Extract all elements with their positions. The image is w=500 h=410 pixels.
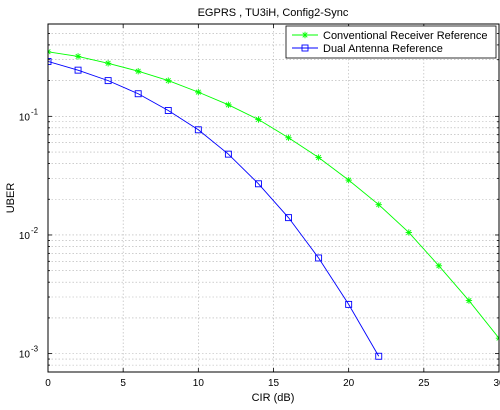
data-point — [225, 101, 232, 109]
y-tick-label: 10-2 — [19, 226, 39, 242]
x-tick-label: 5 — [120, 378, 126, 389]
data-point — [495, 334, 499, 342]
y-tick-label: 10-1 — [19, 107, 39, 123]
data-point — [375, 352, 383, 360]
y-tick-label: 10-3 — [19, 345, 39, 361]
x-tick-label: 25 — [418, 378, 430, 389]
data-point — [465, 297, 473, 304]
x-tick-label: 10 — [193, 378, 205, 389]
x-tick-label: 20 — [343, 378, 355, 389]
data-point — [194, 126, 202, 134]
data-point — [48, 48, 52, 55]
plot-background — [48, 24, 499, 372]
tick-labels: 05101520253010-310-210-1 — [19, 107, 500, 389]
data-point — [104, 77, 112, 85]
marker-stroke — [135, 68, 141, 74]
x-axis-title: CIR (dB) — [252, 392, 295, 404]
chart-title: EGPRS , TU3iH, Config2-Sync — [198, 7, 349, 19]
y-tick-label-exponent: -3 — [31, 345, 39, 354]
marker-stroke — [105, 60, 111, 66]
series-2 — [48, 58, 383, 360]
data-point — [48, 58, 52, 65]
legend-label: Dual Antenna Reference — [323, 43, 443, 55]
x-tick-label: 0 — [45, 378, 51, 389]
marker-stroke — [406, 229, 412, 236]
series-line — [48, 51, 499, 339]
marker-stroke — [376, 202, 382, 208]
marker-stroke — [165, 77, 171, 84]
data-point — [375, 201, 382, 208]
data-point — [255, 116, 262, 123]
data-point — [405, 229, 412, 236]
marker-stroke — [48, 51, 51, 55]
legend-box — [285, 25, 497, 59]
data-point — [285, 214, 292, 222]
series-line — [48, 61, 380, 357]
marker-stroke — [195, 89, 201, 95]
data-point — [165, 77, 172, 84]
marker-stroke — [466, 297, 472, 304]
data-point — [74, 53, 82, 60]
y-tick-label-base: 10 — [19, 231, 31, 242]
marker-stroke — [225, 102, 232, 108]
legend-square-marker — [301, 44, 309, 52]
legend-asterisk-marker — [301, 31, 309, 39]
marker-stroke — [302, 32, 308, 38]
y-tick-label-exponent: -1 — [31, 107, 39, 116]
y-tick-label-exponent: -2 — [31, 226, 39, 235]
series-1 — [48, 48, 499, 342]
data-point — [135, 68, 142, 75]
legend-label: Conventional Receiver Reference — [323, 30, 487, 42]
marker-stroke — [285, 135, 292, 141]
data-point — [255, 180, 262, 188]
data-point — [224, 150, 232, 158]
series-layer — [48, 48, 499, 360]
marker-stroke — [75, 53, 81, 60]
y-axis-title: UBER — [5, 183, 17, 214]
y-tick-label-base: 10 — [19, 112, 31, 123]
data-point — [134, 90, 142, 98]
marker-stroke — [436, 263, 442, 269]
data-point — [285, 134, 292, 141]
data-point — [345, 300, 353, 308]
plot-frame — [47, 23, 500, 373]
y-tick-label-base: 10 — [19, 350, 31, 361]
data-point — [315, 254, 323, 262]
legend-entry: Conventional Receiver Reference — [292, 30, 487, 42]
marker-stroke — [346, 177, 352, 183]
marker-stroke — [48, 49, 51, 53]
marker-stroke — [255, 116, 262, 123]
marker-stroke — [496, 337, 499, 341]
data-point — [345, 176, 352, 184]
legend-entry: Dual Antenna Reference — [292, 43, 443, 55]
marker-stroke — [496, 335, 499, 339]
data-point — [435, 262, 443, 269]
data-point — [164, 107, 172, 114]
x-tick-label: 15 — [268, 378, 280, 389]
data-point — [195, 88, 202, 96]
x-tick-label: 30 — [493, 378, 500, 389]
data-point — [104, 60, 112, 67]
marker-stroke — [315, 154, 322, 161]
data-point — [315, 154, 322, 161]
data-point — [74, 66, 82, 74]
